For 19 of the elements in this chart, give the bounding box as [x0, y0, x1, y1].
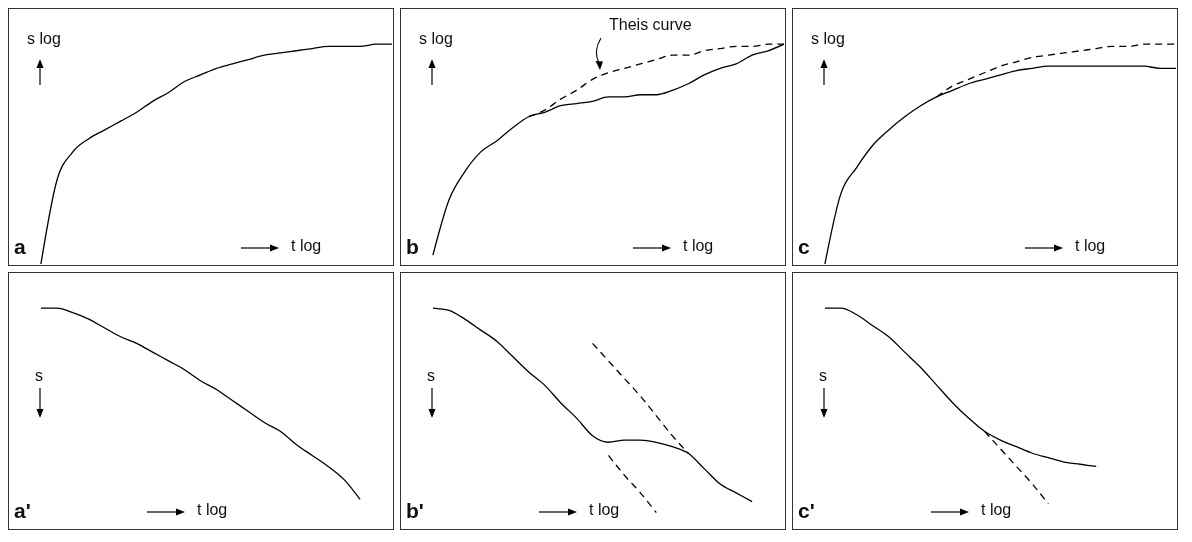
text: a [14, 235, 26, 258]
text: c' [798, 499, 815, 522]
y-axis-title: s [35, 367, 43, 384]
y-axis-title: s [819, 367, 827, 384]
x-axis-title: t log [291, 237, 322, 254]
x-axis-title: t log [683, 237, 714, 254]
x-axis-title: t log [981, 501, 1012, 518]
y-axis-title: s log [419, 30, 453, 47]
text: a' [14, 499, 31, 522]
x-axis-title: t log [1075, 237, 1106, 254]
y-axis-title: s log [27, 30, 61, 47]
y-axis-title: s [427, 367, 435, 384]
x-axis-title: t log [197, 501, 228, 518]
x-axis-title: t log [589, 501, 620, 518]
text: c [798, 235, 810, 258]
text: b' [406, 499, 424, 522]
y-axis-title: s log [811, 30, 845, 47]
text: b [406, 235, 419, 258]
text: Theis curve [609, 16, 692, 33]
